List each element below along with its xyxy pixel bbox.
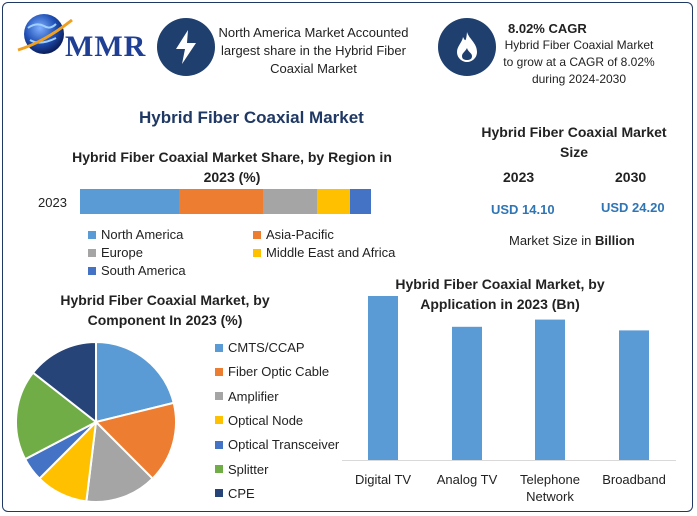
legend-label: Optical Transceiver	[228, 437, 340, 453]
infographic-frame	[2, 2, 693, 512]
application-bar-digital-tv	[368, 296, 398, 460]
application-bar-analog-tv	[452, 326, 482, 460]
legend-europe: Europe	[88, 245, 143, 260]
component-legend-item: Optical Node	[215, 413, 303, 428]
component-legend-item: Fiber Optic Cable	[215, 364, 329, 379]
region-bar-segment-middle-east-and-africa	[317, 189, 350, 214]
year-2030-label: 2030	[615, 169, 647, 185]
year-2023-label: 2023	[503, 169, 535, 185]
legend-label: CPE	[228, 485, 255, 501]
region-bar-segment-north-america	[80, 189, 179, 214]
legend-swatch	[215, 367, 223, 376]
legend-swatch	[215, 343, 223, 352]
x-tick-label: Telephone Network	[520, 472, 580, 504]
legend-label: South America	[101, 263, 186, 278]
legend-swatch	[215, 416, 223, 425]
market-size-unit: Market Size in Billion	[509, 233, 635, 248]
component-legend-item: Amplifier	[215, 389, 279, 404]
component-pie-chart	[15, 340, 177, 503]
legend-label: Fiber Optic Cable	[228, 364, 330, 380]
component-legend-item: CPE	[215, 486, 255, 501]
lightning-icon	[157, 18, 215, 76]
cagr-title: 8.02% CAGR	[508, 21, 587, 36]
logo-text: MMR	[65, 30, 147, 63]
component-chart-title: Hybrid Fiber Coaxial Market, by Componen…	[60, 292, 270, 328]
cagr-info: 8.02% CAGR Hybrid Fiber Coaxial Market t…	[498, 20, 660, 88]
legend-south-america: South America	[88, 263, 186, 278]
legend-swatch	[215, 440, 223, 449]
component-legend-item: Optical Transceiver	[215, 437, 339, 452]
region-bar-segment-europe	[263, 189, 317, 214]
application-chart-title: Hybrid Fiber Coaxial Market, by Applicat…	[395, 276, 605, 312]
legend-label: Amplifier	[228, 388, 279, 404]
region-category-label: 2023	[38, 195, 67, 210]
pie-slice-cpe	[31, 340, 97, 425]
legend-swatch	[215, 465, 223, 473]
legend-label: Optical Node	[228, 412, 304, 428]
component-legend-item: CMTS/CCAP	[215, 340, 305, 355]
legend-label: Asia-Pacific	[266, 227, 334, 242]
market-size-title: Hybrid Fiber Coaxial Market Size	[481, 124, 667, 160]
region-bar-segment-asia-pacific	[179, 189, 263, 214]
legend-label: Europe	[101, 245, 143, 260]
region-chart-title: Hybrid Fiber Coaxial Market Share, by Re…	[72, 149, 392, 185]
application-bar-telephone-network	[535, 319, 565, 460]
legend-swatch	[215, 489, 223, 498]
north-america-info: North America Market Accounted largest s…	[218, 25, 409, 76]
legend-label: North America	[101, 227, 184, 242]
legend-swatch	[88, 266, 96, 275]
legend-label: CMTS/CCAP	[228, 340, 305, 355]
legend-middle-east-africa: Middle East and Africa	[253, 245, 395, 260]
application-bar-broadband	[619, 330, 649, 460]
pie-slice-fiber-optic-cable	[94, 401, 177, 480]
pie-slice-amplifier	[85, 419, 154, 503]
cagr-description: Hybrid Fiber Coaxial Market to grow at a…	[503, 38, 655, 86]
legend-swatch	[253, 248, 261, 257]
legend-swatch	[253, 230, 261, 239]
region-bar-segment-south-america	[350, 189, 371, 214]
value-2030: USD 24.20	[601, 200, 665, 215]
x-tick-label: Broadband	[602, 472, 666, 487]
pie-slice-splitter	[15, 371, 98, 461]
market-size-unit-value: Billion	[594, 233, 635, 248]
legend-label: Middle East and Africa	[266, 245, 396, 260]
x-tick-label: Digital TV	[354, 472, 412, 487]
value-2023: USD 14.10	[491, 202, 555, 217]
legend-north-america: North America	[88, 227, 183, 242]
x-tick-label: Analog TV	[436, 472, 498, 487]
main-title: Hybrid Fiber Coaxial Market	[139, 108, 364, 127]
legend-asia-pacific: Asia-Pacific	[253, 227, 334, 242]
legend-label: Splitter	[228, 461, 269, 477]
legend-swatch	[215, 392, 223, 401]
application-bar-chart	[342, 296, 676, 461]
pie-slice-cmts-ccap	[95, 340, 175, 424]
component-legend-item: Splitter	[215, 462, 268, 477]
globe-logo-icon	[17, 14, 73, 54]
flame-icon	[438, 18, 496, 76]
legend-swatch	[88, 230, 96, 239]
legend-swatch	[88, 248, 96, 257]
market-size-unit-prefix: Market Size in	[509, 233, 595, 248]
